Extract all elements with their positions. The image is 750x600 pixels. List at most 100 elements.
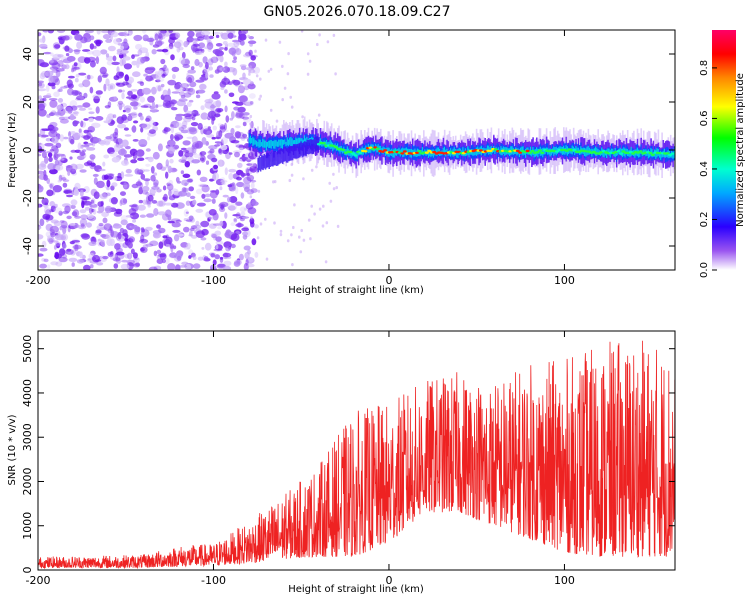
noise-blob: [218, 159, 223, 168]
noise-blob: [55, 242, 61, 247]
noise-speck: [259, 94, 263, 98]
noise-blob: [145, 75, 154, 82]
noise-blob: [95, 106, 100, 114]
noise-speck: [289, 95, 293, 99]
noise-blob: [152, 182, 159, 188]
noise-blob: [102, 161, 106, 167]
ridge-segment: [268, 140, 270, 148]
noise-blob: [175, 122, 183, 129]
noise-blob: [127, 90, 133, 97]
noise-blob: [216, 65, 224, 73]
noise-speck: [336, 224, 340, 228]
noise-blob: [49, 168, 58, 175]
noise-blob: [117, 231, 122, 240]
noise-blob: [156, 249, 162, 255]
noise-blob: [117, 100, 124, 105]
noise-blob: [206, 130, 211, 135]
noise-blob: [225, 246, 231, 252]
noise-blob: [66, 194, 73, 198]
noise-blob: [196, 169, 201, 176]
noise-blob: [54, 234, 64, 241]
ridge-segment: [462, 147, 464, 156]
spectrogram-xtick-label: -200: [26, 274, 51, 287]
noise-blob: [46, 189, 54, 197]
noise-blob: [158, 200, 166, 207]
noise-speck: [302, 238, 306, 242]
noise-blob: [211, 198, 216, 204]
noise-blob: [60, 86, 68, 89]
noise-blob: [38, 80, 45, 84]
noise-speck: [309, 237, 312, 241]
noise-blob: [227, 42, 235, 47]
noise-blob: [235, 186, 239, 195]
ridge-core: [515, 149, 520, 153]
noise-blob: [76, 95, 86, 101]
ridge-segment: [446, 148, 448, 154]
noise-blob: [55, 68, 65, 72]
noise-blob: [84, 206, 90, 211]
noise-blob: [92, 49, 102, 57]
noise-blob: [123, 182, 128, 189]
noise-blob: [106, 173, 115, 177]
noise-blob: [67, 75, 75, 79]
ridge-segment: [421, 147, 424, 156]
noise-blob: [224, 89, 228, 94]
noise-blob: [95, 90, 103, 95]
noise-blob: [140, 247, 145, 252]
ridge-core: [383, 149, 388, 152]
noise-blob: [232, 59, 237, 64]
ridge-segment: [408, 148, 410, 155]
noise-blob: [131, 54, 140, 57]
ridge-segment: [393, 148, 396, 158]
noise-blob: [133, 106, 138, 110]
noise-blob: [145, 243, 154, 247]
ridge-branch: [294, 144, 296, 159]
ridge-segment: [443, 146, 446, 156]
noise-blob: [134, 168, 140, 175]
ridge-segment: [456, 149, 458, 158]
noise-blob: [117, 172, 122, 178]
noise-blob: [247, 256, 254, 262]
noise-blob: [124, 174, 134, 177]
ridge-branch: [277, 151, 279, 166]
noise-blob: [139, 79, 143, 82]
ridge-segment: [497, 147, 500, 152]
noise-blob: [132, 152, 138, 160]
ridge-segment: [617, 150, 619, 156]
ridge-segment: [364, 147, 366, 153]
noise-blob: [143, 169, 150, 172]
noise-blob: [38, 32, 42, 37]
ridge-segment: [302, 139, 305, 144]
ridge-branch: [304, 141, 306, 156]
noise-blob: [111, 31, 119, 38]
noise-blob: [189, 127, 198, 135]
noise-blob: [165, 46, 175, 50]
noise-blob: [162, 185, 167, 191]
ridge-branch: [307, 140, 310, 155]
noise-blob: [235, 144, 245, 148]
noise-blob: [112, 223, 122, 229]
noise-blob: [139, 96, 145, 103]
noise-speck: [332, 172, 335, 176]
noise-speck: [278, 40, 282, 44]
noise-blob: [142, 244, 149, 250]
noise-blob: [161, 48, 169, 53]
noise-blob: [151, 86, 157, 95]
noise-speck: [259, 77, 262, 81]
noise-blob: [83, 118, 89, 121]
ridge-segment: [279, 139, 281, 146]
noise-blob: [199, 83, 207, 90]
noise-blob: [153, 172, 158, 176]
colorbar-tick-label: 0.4: [699, 161, 710, 177]
ridge-core: [400, 152, 405, 155]
noise-blob: [49, 52, 54, 56]
noise-blob: [162, 94, 172, 103]
noise-blob: [175, 264, 181, 270]
noise-blob: [38, 185, 44, 193]
noise-blob: [192, 199, 197, 206]
noise-blob: [188, 215, 194, 221]
ridge-core: [427, 149, 432, 153]
noise-blob: [248, 49, 253, 57]
